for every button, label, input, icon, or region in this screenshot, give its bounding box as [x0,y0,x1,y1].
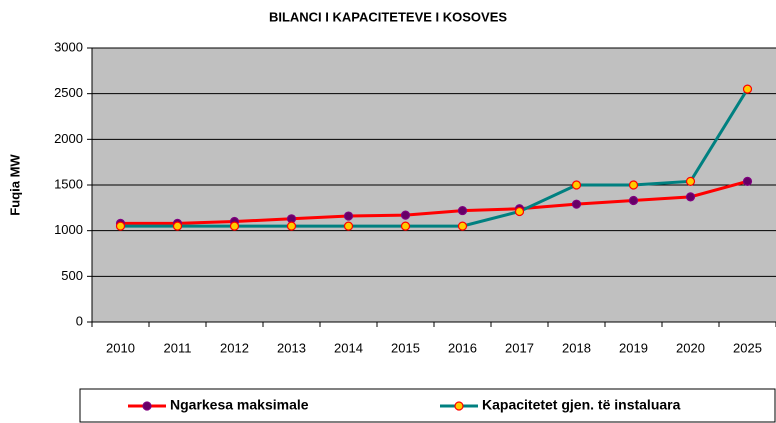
data-point [457,221,468,231]
series-line [120,179,748,225]
y-tick-label: 1000 [54,222,83,237]
x-tick-label: 2018 [562,340,591,355]
data-point [628,180,639,190]
legend-marker [142,401,152,411]
y-tick-label: 2500 [54,85,83,100]
data-point [343,211,354,221]
data-point [229,221,240,231]
chart-title: BILANCI I KAPACITETEVE I KOSOVES [269,9,507,24]
data-point [343,221,354,231]
data-point [571,180,582,190]
x-tick-label: 2025 [733,340,762,355]
x-tick-label: 2020 [676,340,705,355]
y-axis-label: Fuqia MW [7,154,22,216]
y-tick-label: 2000 [54,131,83,146]
x-tick-label: 2010 [106,340,135,355]
data-point [172,221,183,231]
x-tick-label: 2014 [334,340,363,355]
data-point [628,195,639,206]
data-point [742,84,753,94]
x-tick-label: 2016 [448,340,477,355]
x-tick-label: 2013 [277,340,306,355]
x-tick-label: 2019 [619,340,648,355]
x-tick-label: 2017 [505,340,534,355]
data-point [400,210,411,220]
data-point [571,199,582,209]
data-point [742,176,753,186]
y-tick-label: 1500 [54,176,83,191]
data-point [514,206,525,217]
data-point [685,176,696,186]
data-point [286,221,297,231]
y-tick-label: 3000 [54,39,83,54]
legend-box [79,388,776,423]
legend-label: Ngarkesa maksimale [170,397,309,413]
y-tick-label: 0 [76,313,83,328]
data-point [685,192,696,202]
x-tick-label: 2012 [220,340,249,355]
data-point [115,221,126,231]
data-point [457,205,468,216]
legend-marker [454,401,464,411]
data-point [400,221,411,231]
y-tick-label: 500 [61,268,83,283]
legend-label: Kapacitetet gjen. të instaluara [482,397,681,413]
x-tick-label: 2015 [391,340,420,355]
x-tick-label: 2011 [164,340,192,355]
series-line [120,88,749,228]
